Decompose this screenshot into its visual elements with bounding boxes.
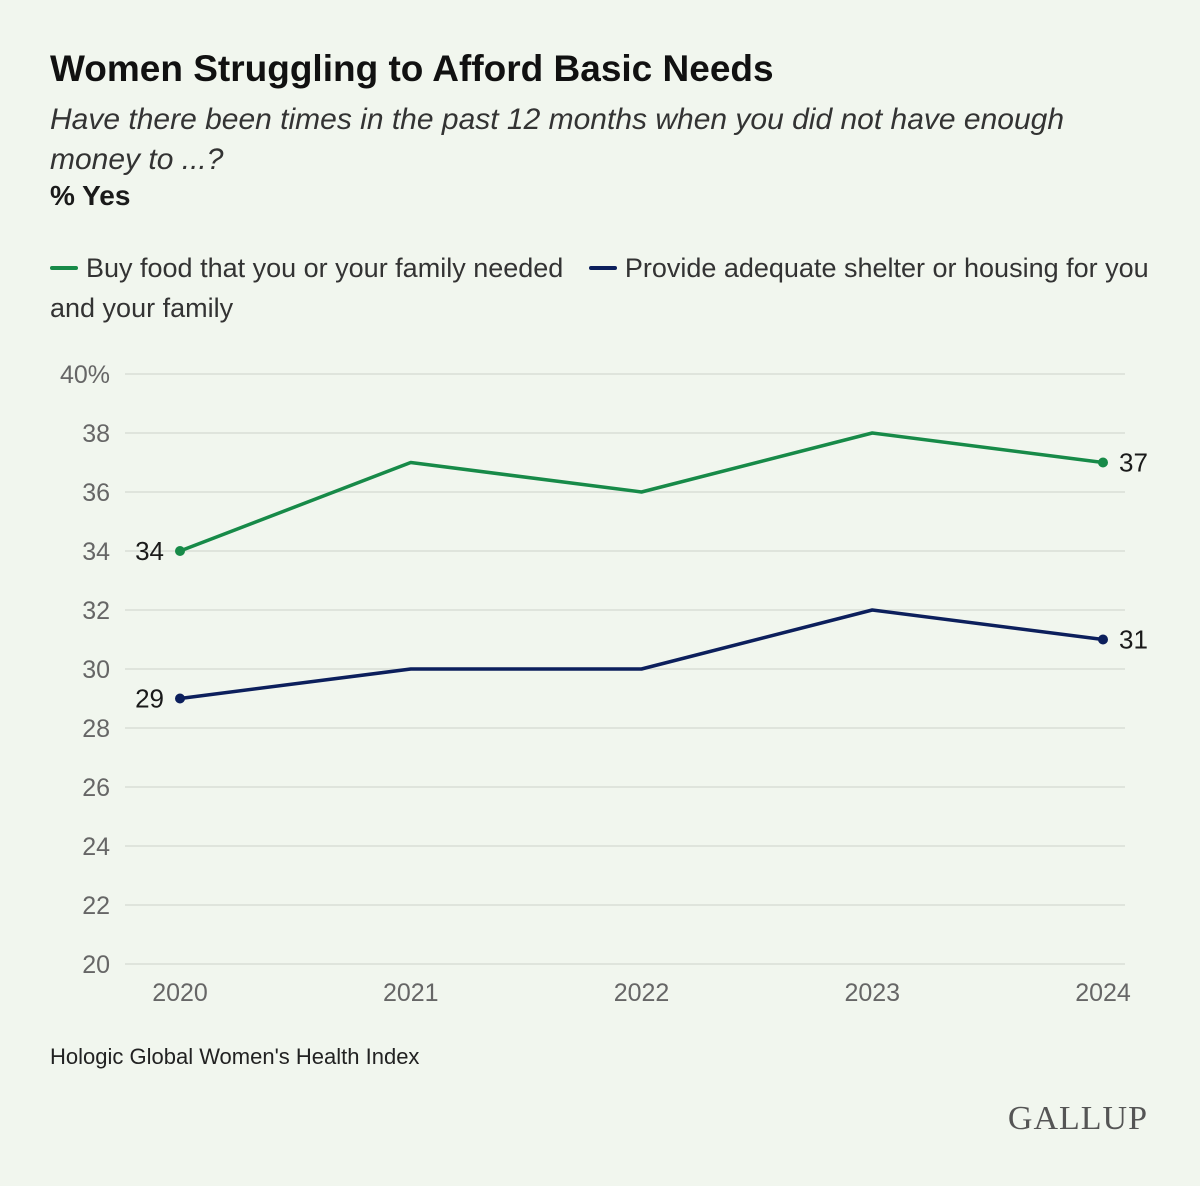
- source-note: Hologic Global Women's Health Index: [50, 1044, 420, 1069]
- y-tick-label-36: 36: [82, 479, 110, 507]
- series-line-shelter: [178, 608, 1105, 701]
- legend-label-shelter: Provide adequate shelter or housing for …: [50, 253, 1149, 323]
- x-tick-label-2024: 2024: [1075, 979, 1131, 1007]
- data-point-food-2024: [1098, 457, 1108, 468]
- data-point-shelter-2020: [175, 693, 185, 704]
- x-tick-label-2022: 2022: [614, 979, 670, 1007]
- x-tick-label-2020: 2020: [152, 979, 208, 1007]
- y-axis-ticks: 20 22 24 26 28 30 32 34 36 38 40%: [60, 361, 110, 979]
- y-tick-label-24: 24: [82, 833, 110, 861]
- data-point-shelter-2024: [1098, 634, 1108, 645]
- y-tick-label-30: 30: [82, 656, 110, 684]
- data-label-food-2020: 34: [135, 536, 164, 566]
- gallup-logo: GALLUP: [1007, 1100, 1148, 1137]
- x-axis-ticks: 2020 2021 2022 2023 2024: [152, 979, 1131, 1007]
- data-labels: 34 37 29 31: [135, 448, 1148, 714]
- chart-title: Women Struggling to Afford Basic Needs: [50, 48, 774, 89]
- series-lines: [175, 431, 1108, 704]
- y-tick-label-38: 38: [82, 420, 110, 448]
- gridlines: [125, 373, 1125, 965]
- y-tick-label-32: 32: [82, 597, 110, 625]
- legend-item-food: Buy food that you or your family needed: [50, 253, 563, 283]
- legend: Buy food that you or your family needed …: [50, 248, 1160, 328]
- chart-subtitle: Have there been times in the past 12 mon…: [50, 103, 1065, 176]
- y-tick-label-28: 28: [82, 715, 110, 743]
- legend-item-shelter: Provide adequate shelter or housing for …: [50, 253, 1149, 323]
- data-label-shelter-2024: 31: [1119, 625, 1148, 655]
- y-tick-label-40: 40%: [60, 361, 110, 389]
- data-label-food-2024: 37: [1119, 448, 1148, 478]
- y-tick-label-20: 20: [82, 951, 110, 979]
- legend-swatch-shelter: [588, 265, 617, 270]
- y-tick-label-26: 26: [82, 774, 110, 802]
- x-tick-label-2023: 2023: [844, 979, 900, 1007]
- legend-label-food: Buy food that you or your family needed: [86, 253, 564, 283]
- unit-label: % Yes: [50, 180, 131, 211]
- legend-swatch-food: [50, 265, 78, 270]
- x-tick-label-2021: 2021: [383, 979, 439, 1007]
- y-tick-label-22: 22: [82, 892, 110, 920]
- data-point-food-2020: [175, 546, 185, 556]
- data-label-shelter-2020: 29: [135, 684, 164, 714]
- y-tick-label-34: 34: [82, 538, 110, 566]
- series-line-food: [178, 431, 1105, 553]
